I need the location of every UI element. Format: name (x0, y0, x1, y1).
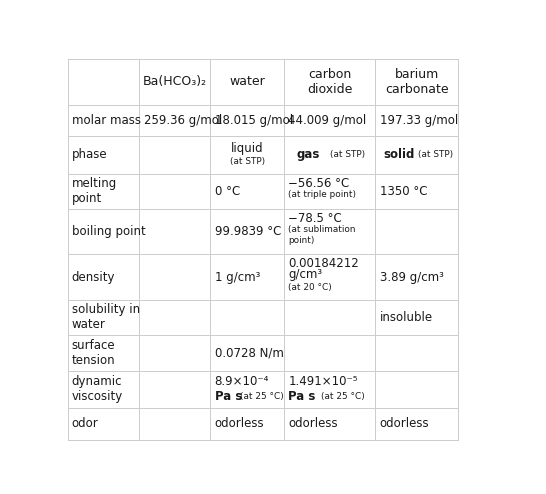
Text: (at triple point): (at triple point) (288, 190, 357, 199)
Text: Ba(HCO₃)₂: Ba(HCO₃)₂ (143, 76, 207, 88)
Text: 1350 °C: 1350 °C (379, 185, 427, 198)
Text: solubility in
water: solubility in water (72, 303, 140, 331)
Text: 0.0728 N/m: 0.0728 N/m (215, 346, 283, 359)
Text: odorless: odorless (288, 417, 338, 430)
Text: (at 20 °C): (at 20 °C) (288, 283, 332, 291)
Text: gas: gas (296, 149, 319, 162)
Text: 3.89 g/cm³: 3.89 g/cm³ (379, 271, 443, 284)
Text: (at sublimation: (at sublimation (288, 225, 356, 234)
Text: density: density (72, 271, 115, 284)
Text: solid: solid (383, 149, 414, 162)
Text: 1.491×10⁻⁵: 1.491×10⁻⁵ (288, 375, 358, 388)
Text: (at 25 °C): (at 25 °C) (240, 392, 283, 401)
Text: boiling point: boiling point (72, 225, 145, 238)
Text: 99.9839 °C: 99.9839 °C (215, 225, 281, 238)
Text: barium
carbonate: barium carbonate (385, 68, 449, 96)
Text: (at STP): (at STP) (230, 157, 265, 166)
Text: water: water (229, 76, 265, 88)
Text: 259.36 g/mol: 259.36 g/mol (144, 114, 222, 127)
Text: 0.00184212: 0.00184212 (288, 257, 359, 270)
Text: (at STP): (at STP) (418, 151, 453, 160)
Text: 44.009 g/mol: 44.009 g/mol (288, 114, 366, 127)
Text: Pa s: Pa s (215, 390, 242, 404)
Text: (at 25 °C): (at 25 °C) (321, 392, 364, 401)
Text: surface
tension: surface tension (72, 339, 115, 367)
Text: molar mass: molar mass (72, 114, 141, 127)
Text: carbon
dioxide: carbon dioxide (307, 68, 353, 96)
Text: 197.33 g/mol: 197.33 g/mol (379, 114, 458, 127)
Text: −56.56 °C: −56.56 °C (288, 177, 349, 190)
Text: melting
point: melting point (72, 177, 117, 206)
Text: phase: phase (72, 149, 107, 162)
Text: 1 g/cm³: 1 g/cm³ (215, 271, 260, 284)
Text: insoluble: insoluble (379, 311, 433, 324)
Text: odorless: odorless (215, 417, 264, 430)
Text: g/cm³: g/cm³ (288, 268, 322, 282)
Text: point): point) (288, 236, 314, 246)
Text: odorless: odorless (379, 417, 429, 430)
Text: odor: odor (72, 417, 98, 430)
Text: (at STP): (at STP) (330, 151, 366, 160)
Text: 0 °C: 0 °C (215, 185, 240, 198)
Text: 18.015 g/mol: 18.015 g/mol (215, 114, 293, 127)
Text: 8.9×10⁻⁴: 8.9×10⁻⁴ (215, 375, 269, 388)
Text: liquid: liquid (231, 142, 264, 155)
Text: Pa s: Pa s (288, 390, 316, 404)
Text: dynamic
viscosity: dynamic viscosity (72, 375, 123, 403)
Text: −78.5 °C: −78.5 °C (288, 212, 342, 225)
